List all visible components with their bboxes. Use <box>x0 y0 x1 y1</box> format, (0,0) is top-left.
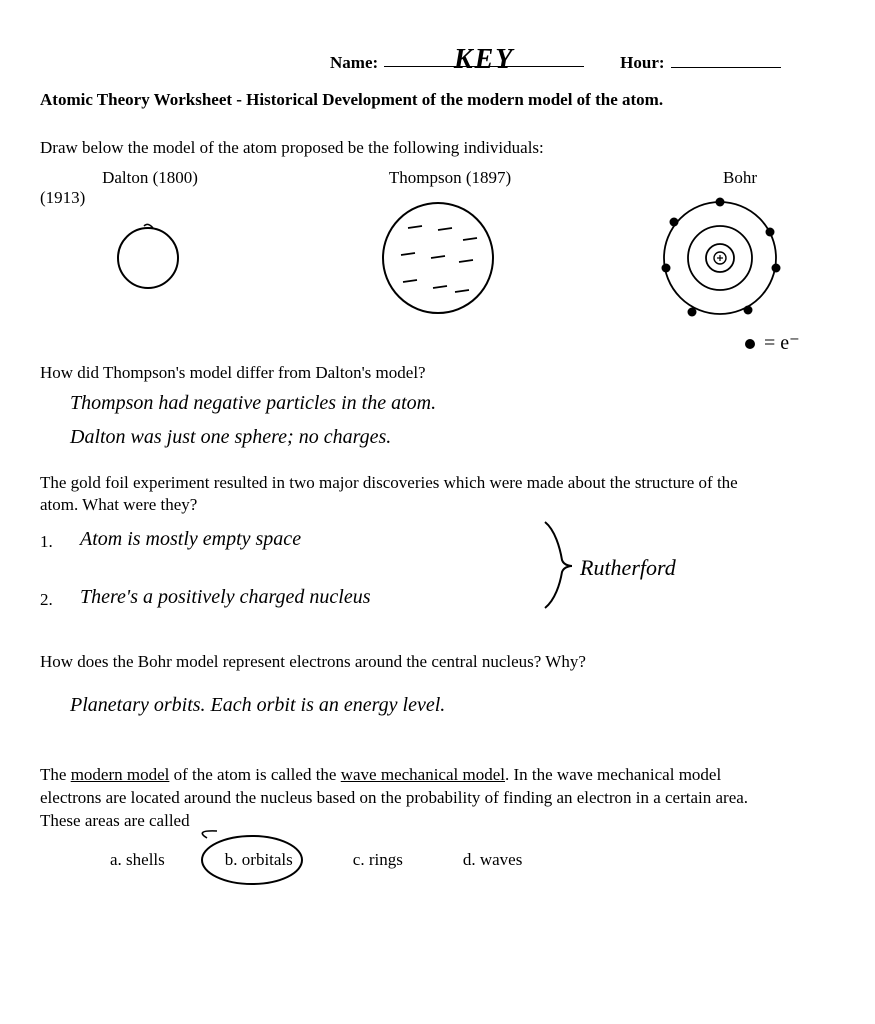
q2-answer-line1: Thompson had negative particles in the a… <box>70 392 436 415</box>
electron-legend: = e⁻ <box>745 330 800 355</box>
q3-answer-1: Atom is mostly empty space <box>80 528 301 551</box>
choice-d[interactable]: d. waves <box>463 850 522 870</box>
electron-dot-icon <box>745 339 755 349</box>
q5-mid1: of the atom is called the <box>169 765 340 784</box>
q4-prompt: How does the Bohr model represent electr… <box>40 652 586 672</box>
electron-legend-text: = e⁻ <box>764 332 800 354</box>
q5-underline-2: wave mechanical model <box>341 765 505 784</box>
choice-c[interactable]: c. rings <box>353 850 403 870</box>
worksheet-page: Name: KEY Hour: Atomic Theory Worksheet … <box>0 0 875 1024</box>
q5-prompt: The modern model of the atom is called t… <box>40 764 760 833</box>
q2-answer-line2: Dalton was just one sphere; no charges. <box>70 426 391 449</box>
choice-a[interactable]: a. shells <box>110 850 165 870</box>
q3-num-2: 2. <box>40 590 53 610</box>
q5-underline-1: modern model <box>71 765 170 784</box>
choice-b[interactable]: b. orbitals <box>225 850 293 870</box>
q3-prompt: The gold foil experiment resulted in two… <box>40 472 760 516</box>
q2-prompt: How did Thompson's model differ from Dal… <box>40 363 426 383</box>
rutherford-label: Rutherford <box>580 555 676 581</box>
q5-pre: The <box>40 765 71 784</box>
q4-answer: Planetary orbits. Each orbit is an energ… <box>70 694 445 717</box>
q3-num-1: 1. <box>40 532 53 552</box>
q3-answer-2: There's a positively charged nucleus <box>80 586 371 609</box>
q5-choices: a. shells b. orbitals c. rings d. waves <box>110 850 522 870</box>
